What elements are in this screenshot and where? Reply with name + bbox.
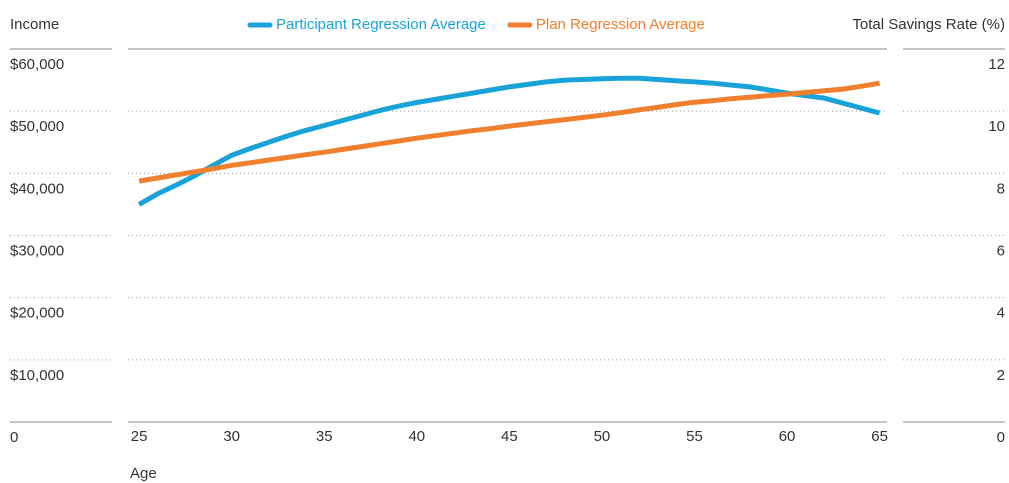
legend-label: Participant Regression Average bbox=[276, 16, 486, 33]
y-tick-label: $20,000 bbox=[10, 305, 64, 322]
y2-tick-label: 12 bbox=[988, 56, 1005, 73]
x-tick-label: 25 bbox=[131, 428, 148, 445]
y2-tick-label: 8 bbox=[997, 180, 1005, 197]
x-tick-label: 55 bbox=[686, 428, 703, 445]
y-axis-title: Income bbox=[10, 16, 59, 33]
x-tick-label: 65 bbox=[871, 428, 888, 445]
y2-tick-label: 4 bbox=[997, 305, 1005, 322]
y2-axis-title: Total Savings Rate (%) bbox=[852, 16, 1005, 33]
x-tick-label: 30 bbox=[223, 428, 240, 445]
line-series bbox=[137, 75, 881, 207]
legend-label: Plan Regression Average bbox=[536, 16, 705, 33]
y2-tick-label: 10 bbox=[988, 118, 1005, 135]
y-tick-label: $60,000 bbox=[10, 56, 64, 73]
line-series bbox=[138, 80, 881, 184]
x-tick-label: 60 bbox=[779, 428, 796, 445]
x-axis-title: Age bbox=[130, 465, 157, 482]
x-tick-label: 35 bbox=[316, 428, 333, 445]
y-tick-label: 0 bbox=[10, 429, 18, 446]
x-tick-label: 40 bbox=[408, 428, 425, 445]
y-tick-label: $40,000 bbox=[10, 180, 64, 197]
x-tick-label: 45 bbox=[501, 428, 518, 445]
y-tick-label: $10,000 bbox=[10, 367, 64, 384]
x-tick-label: 50 bbox=[594, 428, 611, 445]
y-tick-label: $50,000 bbox=[10, 118, 64, 135]
y2-tick-label: 0 bbox=[997, 429, 1005, 446]
y2-tick-label: 6 bbox=[997, 242, 1005, 259]
y-tick-label: $30,000 bbox=[10, 242, 64, 259]
y2-tick-label: 2 bbox=[997, 367, 1005, 384]
